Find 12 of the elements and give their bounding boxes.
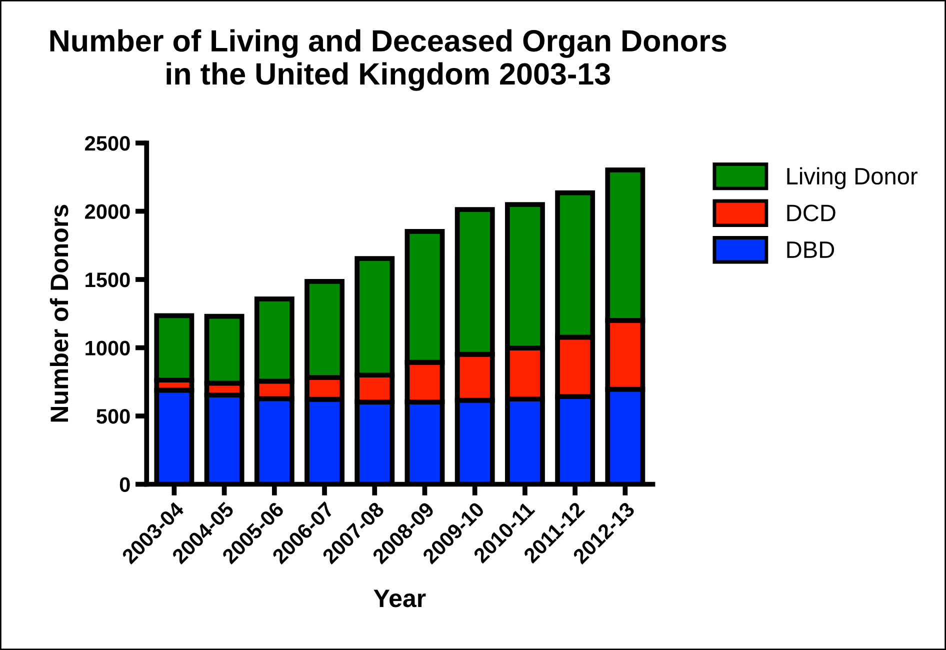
y-tick-label: 500	[96, 409, 130, 424]
y-tick-label: 2500	[85, 136, 130, 151]
y-tick-label: 2000	[85, 204, 130, 220]
y-tick-label: 1000	[86, 340, 130, 356]
legend-label: Living Donor	[787, 167, 918, 190]
legend-label: DBD	[787, 242, 834, 258]
y-axis-title: Number of Donors	[50, 204, 68, 422]
legend-label: DCD	[787, 204, 836, 222]
x-axis-title: Year	[374, 590, 426, 608]
chart-title: Number of Living and Deceased Organ Donors in the United Kingdom 2003-13	[50, 29, 726, 91]
y-tick-label: 0	[120, 477, 130, 492]
y-tick-label: 1500	[86, 272, 130, 288]
